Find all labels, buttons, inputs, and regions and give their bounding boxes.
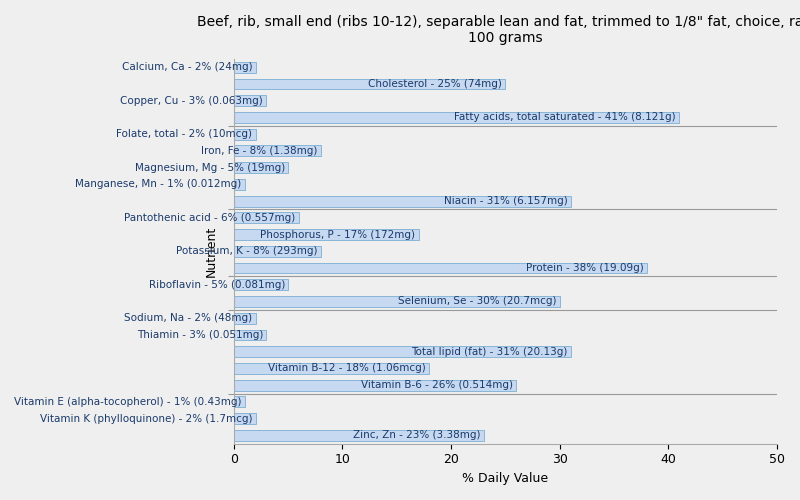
X-axis label: % Daily Value: % Daily Value	[462, 472, 549, 485]
Text: Riboflavin - 5% (0.081mg): Riboflavin - 5% (0.081mg)	[149, 280, 285, 290]
Bar	[234, 262, 646, 274]
Bar	[234, 346, 570, 357]
Bar	[234, 229, 418, 240]
Text: Thiamin - 3% (0.051mg): Thiamin - 3% (0.051mg)	[137, 330, 263, 340]
Text: Sodium, Na - 2% (48mg): Sodium, Na - 2% (48mg)	[124, 313, 252, 323]
Text: Iron, Fe - 8% (1.38mg): Iron, Fe - 8% (1.38mg)	[201, 146, 318, 156]
Text: Vitamin B-12 - 18% (1.06mcg): Vitamin B-12 - 18% (1.06mcg)	[268, 364, 426, 374]
Bar	[234, 196, 570, 206]
Bar	[234, 380, 516, 390]
Text: Potassium, K - 8% (293mg): Potassium, K - 8% (293mg)	[176, 246, 318, 256]
Text: Calcium, Ca - 2% (24mg): Calcium, Ca - 2% (24mg)	[122, 62, 252, 72]
Text: Folate, total - 2% (10mcg): Folate, total - 2% (10mcg)	[116, 129, 252, 139]
Text: Protein - 38% (19.09g): Protein - 38% (19.09g)	[526, 263, 643, 273]
Text: Total lipid (fat) - 31% (20.13g): Total lipid (fat) - 31% (20.13g)	[411, 346, 567, 356]
Bar	[234, 179, 245, 190]
Text: Zinc, Zn - 23% (3.38mg): Zinc, Zn - 23% (3.38mg)	[353, 430, 481, 440]
Title: Beef, rib, small end (ribs 10-12), separable lean and fat, trimmed to 1/8" fat, : Beef, rib, small end (ribs 10-12), separ…	[197, 15, 800, 45]
Bar	[234, 78, 506, 90]
Text: Vitamin B-6 - 26% (0.514mg): Vitamin B-6 - 26% (0.514mg)	[361, 380, 513, 390]
Text: Vitamin E (alpha-tocopherol) - 1% (0.43mg): Vitamin E (alpha-tocopherol) - 1% (0.43m…	[14, 397, 242, 407]
Bar	[234, 96, 266, 106]
Bar	[234, 330, 266, 340]
Text: Copper, Cu - 3% (0.063mg): Copper, Cu - 3% (0.063mg)	[121, 96, 263, 106]
Text: Magnesium, Mg - 5% (19mg): Magnesium, Mg - 5% (19mg)	[134, 162, 285, 172]
Text: Pantothenic acid - 6% (0.557mg): Pantothenic acid - 6% (0.557mg)	[125, 213, 296, 223]
Bar	[234, 112, 679, 123]
Bar	[234, 313, 255, 324]
Bar	[234, 296, 560, 307]
Text: Manganese, Mn - 1% (0.012mg): Manganese, Mn - 1% (0.012mg)	[75, 180, 242, 190]
Bar	[234, 430, 484, 441]
Bar	[234, 246, 321, 256]
Bar	[234, 62, 255, 72]
Bar	[234, 128, 255, 140]
Text: Fatty acids, total saturated - 41% (8.121g): Fatty acids, total saturated - 41% (8.12…	[454, 112, 676, 122]
Bar	[234, 280, 288, 290]
Bar	[234, 363, 430, 374]
Text: Phosphorus, P - 17% (172mg): Phosphorus, P - 17% (172mg)	[260, 230, 415, 239]
Bar	[234, 396, 245, 407]
Bar	[234, 212, 299, 224]
Text: Cholesterol - 25% (74mg): Cholesterol - 25% (74mg)	[368, 79, 502, 89]
Bar	[234, 146, 321, 156]
Text: Niacin - 31% (6.157mg): Niacin - 31% (6.157mg)	[443, 196, 567, 206]
Text: Vitamin K (phylloquinone) - 2% (1.7mcg): Vitamin K (phylloquinone) - 2% (1.7mcg)	[40, 414, 252, 424]
Bar	[234, 162, 288, 173]
Y-axis label: Nutrient: Nutrient	[205, 226, 218, 277]
Bar	[234, 413, 255, 424]
Text: Selenium, Se - 30% (20.7mcg): Selenium, Se - 30% (20.7mcg)	[398, 296, 557, 306]
